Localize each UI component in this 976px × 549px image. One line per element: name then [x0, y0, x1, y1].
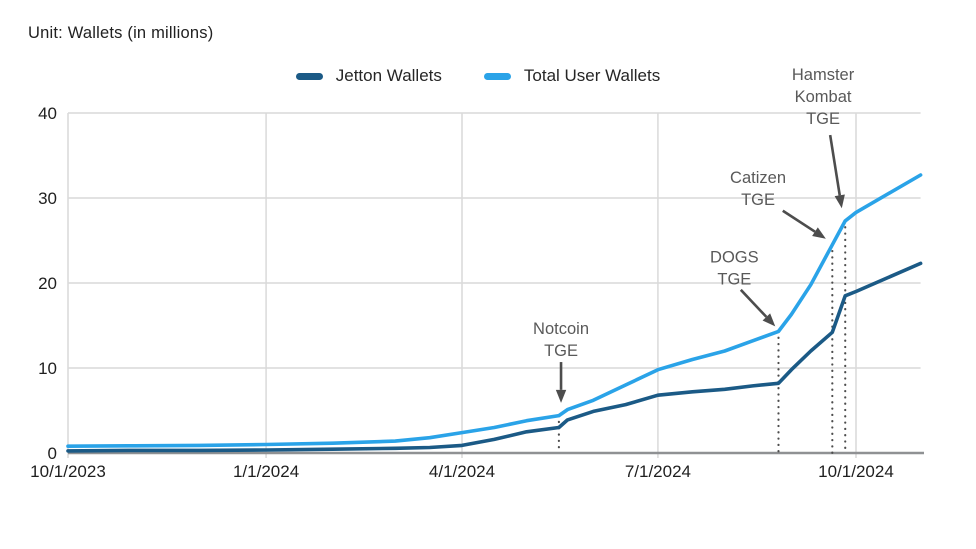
y-tick-label: 40: [38, 104, 57, 123]
x-tick-label: 10/1/2024: [818, 462, 894, 481]
legend-item-total-user-wallets: Total User Wallets: [483, 66, 661, 86]
legend-label: Jetton Wallets: [335, 66, 442, 85]
annotation-arrow-head: [812, 227, 826, 239]
annotation-arrow-head: [834, 194, 845, 209]
x-tick-label: 1/1/2024: [233, 462, 299, 481]
legend-item-jetton-wallets: Jetton Wallets: [295, 66, 442, 86]
annotation-dogs-tge: DOGS TGE: [710, 249, 759, 289]
x-axis-labels: 10/1/2023 1/1/2024 4/1/2024 7/1/2024 10/1/20…: [30, 462, 894, 481]
gridlines: [67, 112, 921, 458]
y-axis-labels: 0 10 20 30 40: [38, 104, 57, 463]
legend-label: Total User Wallets: [523, 66, 661, 85]
annotation-catizen-tge: Catizen TGE: [730, 169, 786, 209]
legend-swatch-icon: [483, 72, 511, 80]
y-tick-label: 20: [38, 274, 57, 293]
x-tick-label: 7/1/2024: [625, 462, 691, 481]
y-tick-label: 0: [48, 444, 57, 463]
chart-legend: Jetton Wallets Total User Wallets: [0, 66, 956, 86]
annotation-hamster-kombat-tge: Hamster Kombat TGE: [792, 66, 855, 128]
annotation-arrow-shaft: [828, 134, 842, 196]
annotation-notcoin-tge: Notcoin TGE: [533, 320, 589, 360]
annotation-arrow-head: [555, 389, 567, 403]
legend-swatch-icon: [295, 72, 323, 80]
series-line-total-user-wallets: [66, 173, 923, 449]
x-tick-label: 10/1/2023: [30, 462, 106, 481]
series-line-jetton-wallets: [66, 261, 923, 453]
annotation-arrow-shaft: [782, 209, 816, 233]
annotation-arrow-head: [762, 313, 776, 327]
annotation-arrow-shaft: [739, 288, 768, 318]
chart-unit-label: Unit: Wallets (in millions): [28, 24, 214, 42]
y-tick-label: 30: [38, 189, 57, 208]
x-tick-label: 4/1/2024: [429, 462, 495, 481]
y-tick-label: 10: [38, 359, 57, 378]
annotations: Notcoin TGE DOGS TGE Catizen TGE Hamster Kombat…: [533, 66, 855, 403]
tge-event-markers: [557, 219, 847, 455]
